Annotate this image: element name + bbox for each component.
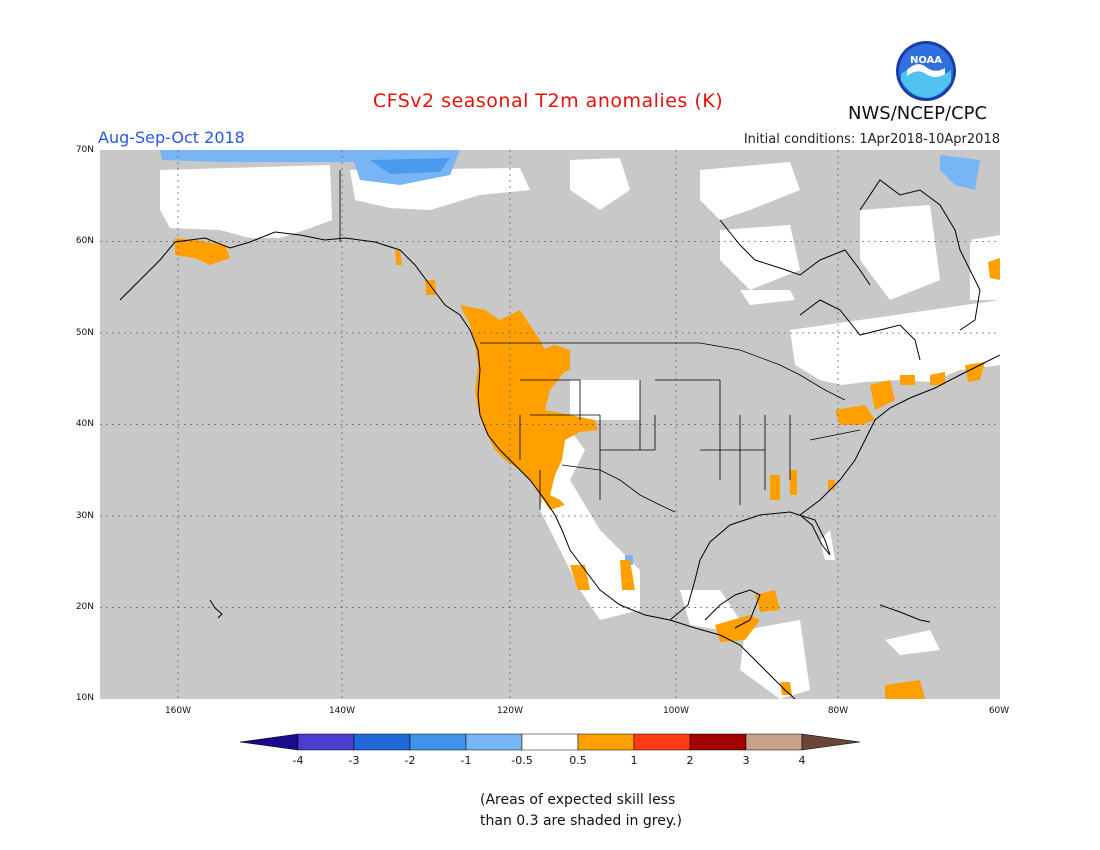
forecast-period: Aug-Sep-Oct 2018 — [98, 128, 245, 147]
lat-tick: 30N — [75, 511, 94, 521]
negative-anomaly-regions — [160, 150, 980, 565]
svg-text:NOAA: NOAA — [910, 55, 942, 66]
colorbar-label: 4 — [798, 754, 806, 767]
footnote-line: (Areas of expected skill less — [480, 792, 676, 808]
colorbar-cell — [521, 733, 579, 751]
colorbar-label: -2 — [404, 754, 416, 767]
coastlines — [119, 179, 1000, 699]
colorbar-cell — [409, 733, 467, 751]
lon-tick: 160W — [164, 706, 192, 716]
skill-footnote: (Areas of expected skill less than 0.3 a… — [480, 790, 682, 832]
colorbar-cell — [745, 733, 803, 751]
colorbar-cell — [465, 733, 523, 751]
colorbar-cell — [353, 733, 411, 751]
lon-tick: 120W — [496, 706, 524, 716]
colorbar-cell — [633, 733, 691, 751]
colorbar-cell — [577, 733, 635, 751]
lon-tick: 80W — [827, 706, 849, 716]
colorbar-label: -4 — [292, 754, 304, 767]
colorbar-label: 2 — [686, 754, 694, 767]
colorbar-cell — [689, 733, 747, 751]
noaa-logo-icon: NOAA — [896, 41, 956, 101]
colorbar-arrow-low — [240, 733, 299, 751]
positive-anomaly-regions — [175, 238, 1000, 699]
lat-tick: 60N — [75, 236, 94, 246]
lat-tick: 50N — [75, 328, 94, 338]
anomaly-map — [100, 150, 1000, 699]
chart-title: CFSv2 seasonal T2m anomalies (K) — [372, 90, 724, 112]
colorbar-label: -0.5 — [511, 754, 533, 767]
lat-tick: 20N — [75, 602, 94, 612]
lon-tick: 140W — [328, 706, 356, 716]
lat-tick: 70N — [75, 145, 94, 155]
initial-conditions: Initial conditions: 1Apr2018-10Apr2018 — [743, 132, 1000, 147]
footnote-line: than 0.3 are shaded in grey.) — [480, 813, 683, 829]
lat-tick: 10N — [75, 693, 94, 703]
agency-label: NWS/NCEP/CPC — [848, 103, 988, 124]
colorbar-label: 0.5 — [569, 754, 587, 767]
colorbar-cell — [297, 733, 355, 751]
colorbar-label: 1 — [630, 754, 638, 767]
borders — [339, 170, 861, 513]
lat-tick: 40N — [75, 419, 94, 429]
colorbar — [240, 733, 861, 751]
colorbar-label: -1 — [460, 754, 472, 767]
lon-tick: 60W — [988, 706, 1010, 716]
lon-tick: 100W — [662, 706, 690, 716]
colorbar-label: -3 — [348, 754, 360, 767]
colorbar-arrow-high — [801, 733, 861, 751]
colorbar-label: 3 — [742, 754, 750, 767]
